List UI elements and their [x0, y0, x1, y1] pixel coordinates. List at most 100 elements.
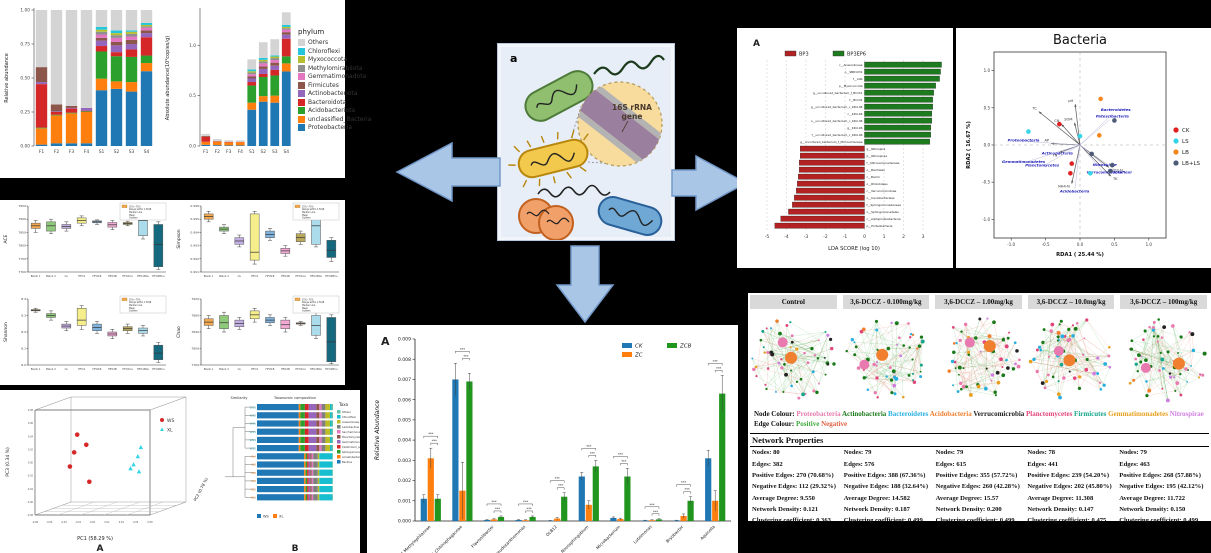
network-edge — [989, 335, 1007, 347]
network-node — [1042, 328, 1046, 332]
panel-genus-barchart: A 0.000 0.001 0.002 0.003 0.004 0.005 0.006 0.00… — [367, 325, 738, 553]
sig-bracket — [556, 487, 565, 490]
composition-segment — [298, 428, 301, 435]
y-axis-label: Relative Abundance — [374, 400, 381, 460]
network-node — [1092, 371, 1096, 376]
composition-segment — [308, 412, 317, 419]
y-tick-label: -0.04 — [27, 488, 33, 491]
lda-bar — [794, 194, 865, 201]
network-edge — [1052, 376, 1059, 395]
node-taxon-label: Firmicutes — [1074, 410, 1107, 418]
bar-segment — [258, 76, 268, 97]
x-tick-label: HFO2BCu — [152, 367, 165, 371]
network-edge — [893, 345, 919, 378]
lda-bar-label: o__uncultured_bacterium_c_KD4-96 — [811, 119, 863, 123]
network-edge — [825, 331, 829, 365]
genus-bar — [648, 520, 656, 521]
network-edge — [877, 376, 887, 398]
legend-line: Outliers — [302, 310, 311, 313]
network-node — [1096, 356, 1100, 360]
network-hub-node — [1173, 357, 1186, 370]
y-tick-label: 7700 — [18, 270, 26, 274]
network-hub-node — [984, 340, 997, 353]
network-node — [769, 327, 773, 330]
genus-bar — [641, 520, 649, 521]
network-edge — [1145, 330, 1182, 396]
bar-segment — [247, 82, 257, 86]
network-node — [763, 351, 766, 354]
legend-swatch — [832, 50, 845, 57]
bar-segment — [212, 141, 222, 146]
lda-bar — [864, 89, 934, 96]
network-edge — [790, 339, 819, 348]
box — [76, 307, 87, 326]
edge-type-label: Negative — [821, 420, 848, 428]
network-node — [832, 362, 836, 366]
network-edge — [1178, 350, 1194, 354]
network-edge — [893, 372, 913, 375]
network-node — [1162, 367, 1166, 370]
taxa-label: Verrucomicrobia — [1087, 169, 1123, 174]
network-node — [783, 362, 786, 366]
network-edge — [796, 349, 804, 395]
network-edge — [907, 323, 922, 366]
network-edge — [1181, 381, 1188, 396]
network-edge — [912, 371, 921, 381]
x-tick-label: 0.00 — [90, 521, 96, 524]
network-property-cell: Edges: 382 — [750, 458, 842, 469]
network-property-cell: Negative Edges: 202 (45.80%) — [1025, 481, 1117, 492]
property-value: 615 — [956, 460, 967, 468]
property-label: Average Degree: — [843, 494, 891, 502]
network-edge — [1162, 359, 1175, 378]
network-node — [1005, 358, 1009, 362]
network-node — [852, 353, 856, 357]
composition-segment — [310, 453, 312, 460]
network-graph-5 — [1129, 318, 1208, 403]
lda-bar-label: g__uncultured_bacterium_f_Microscillacea… — [800, 140, 863, 144]
network-node — [876, 396, 879, 399]
network-node — [1108, 365, 1111, 369]
network-edge — [783, 370, 792, 393]
bar-segment — [270, 60, 280, 63]
composition-segment — [317, 469, 320, 476]
taxa-label: Others — [342, 410, 351, 414]
network-node — [1191, 348, 1196, 353]
env-label: TN — [1051, 153, 1057, 157]
env-label: CN — [1054, 119, 1060, 123]
taxa-swatch — [337, 410, 341, 414]
y-tick-label: 0.003 — [398, 458, 411, 464]
network-node — [751, 357, 754, 360]
network-node — [1145, 394, 1149, 398]
bar-segment — [140, 10, 153, 23]
network-edge — [963, 359, 1002, 387]
sig-stars: *** — [713, 359, 718, 363]
network-node — [987, 334, 992, 339]
network-edge — [813, 335, 829, 372]
network-edge — [954, 331, 962, 344]
network-edge — [893, 372, 915, 383]
phylum-legend-item: Gemmatimonadota — [298, 73, 366, 80]
pca-point-ws — [87, 479, 92, 485]
network-edge — [770, 328, 777, 392]
genus-bar — [515, 519, 522, 521]
bar-segment — [80, 111, 93, 112]
network-node — [960, 387, 963, 391]
bar-segment — [258, 59, 268, 62]
composition-segment — [317, 477, 320, 484]
legend-swatch — [667, 343, 677, 348]
network-node — [1075, 322, 1079, 325]
network-condition-header: 3,6-DCCZ – 100mg/kg — [1120, 295, 1207, 309]
network-node — [992, 320, 997, 325]
composition-segment — [321, 428, 326, 435]
network-property-cell: Network Density: 0.150 — [1117, 504, 1209, 515]
sample-point-LS — [1026, 129, 1031, 134]
network-edge — [771, 348, 812, 353]
composition-segment — [308, 477, 311, 484]
network-edge — [861, 323, 909, 332]
bar-segment — [95, 78, 108, 91]
network-edge — [1146, 368, 1187, 382]
network-property-cell: Average Degree: 9.550 — [750, 493, 842, 504]
network-node — [795, 380, 799, 384]
genus-bar — [420, 498, 427, 521]
